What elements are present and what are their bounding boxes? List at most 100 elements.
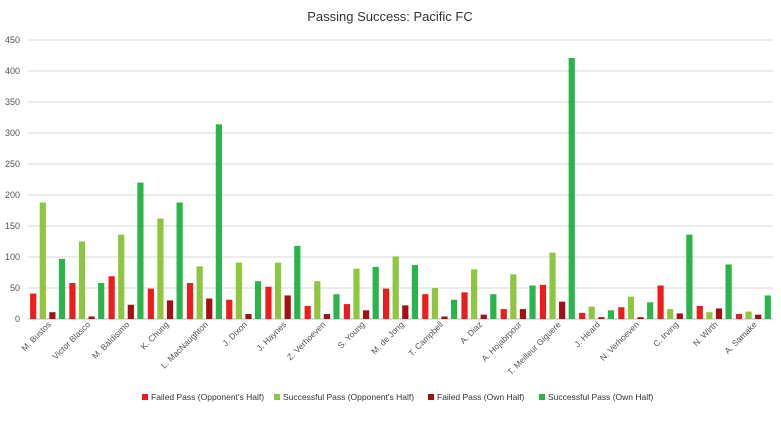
x-tick-label: J. Haynes	[254, 319, 288, 353]
bar-successful-pass-own-half-n-verhoeven	[647, 302, 654, 319]
bar-successful-pass-opponent-s-half-j-dixon	[235, 262, 242, 319]
bar-failed-pass-own-half-t-campbell	[441, 316, 448, 319]
bar-failed-pass-opponent-s-half-k-chung	[147, 288, 154, 319]
bar-failed-pass-own-half-j-haynes	[284, 295, 291, 319]
bar-failed-pass-opponent-s-half-j-haynes	[265, 286, 272, 319]
legend-label: Successful Pass (Opponent's Half)	[283, 392, 414, 402]
bar-successful-pass-opponent-s-half-m-de-jong	[392, 256, 399, 319]
y-tick-label: 100	[5, 252, 20, 262]
bar-failed-pass-opponent-s-half-m-de-jong	[383, 288, 390, 319]
bar-successful-pass-opponent-s-half-k-chung	[157, 218, 164, 319]
bar-failed-pass-own-half-a-hojabrpour	[519, 309, 527, 319]
bar-successful-pass-opponent-s-half-l-macnaughton	[196, 266, 203, 319]
x-tick-label: T. Campbell	[406, 319, 445, 358]
x-tick-label: N. Wirth	[691, 319, 720, 348]
bar-successful-pass-opponent-s-half-t-campbell	[431, 288, 439, 319]
bar-failed-pass-opponent-s-half-j-dixon	[226, 299, 233, 319]
y-tick-label: 300	[5, 128, 20, 138]
bar-failed-pass-own-half-victor-blasco	[88, 316, 95, 319]
y-tick-label: 0	[15, 314, 20, 324]
bar-failed-pass-opponent-s-half-a-samake	[735, 314, 743, 319]
bar-successful-pass-own-half-m-bustos	[58, 258, 66, 319]
bar-successful-pass-own-half-a-samake	[764, 295, 771, 319]
bar-failed-pass-own-half-m-bustos	[49, 312, 56, 319]
legend-swatch	[539, 394, 545, 400]
bar-failed-pass-opponent-s-half-m-baldisimo	[108, 276, 115, 319]
y-tick-label: 400	[5, 66, 20, 76]
bar-successful-pass-opponent-s-half-t-meilleur-giguere	[549, 252, 556, 319]
x-tick-label: K. Chung	[139, 319, 171, 351]
legend-label: Successful Pass (Own Half)	[548, 392, 654, 402]
y-tick-label: 150	[5, 221, 20, 231]
bar-successful-pass-opponent-s-half-a-samake	[745, 311, 752, 319]
bar-successful-pass-own-half-k-chung	[176, 202, 183, 319]
bar-successful-pass-opponent-s-half-j-heard	[588, 306, 595, 319]
bar-successful-pass-own-half-victor-blasco	[98, 283, 105, 319]
bar-failed-pass-own-half-j-heard	[598, 317, 605, 319]
legend-swatch	[142, 394, 148, 400]
bar-failed-pass-opponent-s-half-j-heard	[579, 312, 586, 319]
bar-successful-pass-own-half-m-baldisimo	[137, 182, 144, 319]
bar-successful-pass-opponent-s-half-z-verhoeven	[314, 281, 321, 319]
bar-successful-pass-opponent-s-half-c-irving	[667, 309, 674, 319]
bar-successful-pass-opponent-s-half-j-haynes	[274, 262, 282, 319]
bar-failed-pass-opponent-s-half-a-hojabrpour	[500, 309, 507, 319]
bar-failed-pass-own-half-a-samake	[755, 314, 762, 319]
bar-failed-pass-own-half-k-chung	[166, 300, 174, 319]
bar-successful-pass-own-half-c-irving	[686, 234, 693, 319]
bar-failed-pass-opponent-s-half-s-young	[343, 304, 350, 319]
gridlines	[28, 39, 773, 320]
bar-successful-pass-own-half-a-hojabrpour	[529, 285, 536, 319]
x-tick-label: A. Samake	[722, 319, 759, 356]
bar-failed-pass-opponent-s-half-c-irving	[657, 285, 664, 319]
bar-successful-pass-own-half-j-haynes	[294, 245, 301, 319]
x-tick-label: M. Baldisimo	[90, 319, 132, 361]
bar-failed-pass-own-half-t-meilleur-giguere	[559, 301, 566, 319]
bar-successful-pass-own-half-t-meilleur-giguere	[568, 57, 575, 319]
bar-successful-pass-own-half-l-macnaughton	[215, 124, 222, 319]
bar-successful-pass-opponent-s-half-m-bustos	[39, 202, 46, 319]
bar-successful-pass-opponent-s-half-a-diaz	[471, 269, 478, 319]
bar-failed-pass-own-half-m-baldisimo	[127, 304, 134, 319]
bar-successful-pass-opponent-s-half-n-verhoeven	[627, 296, 635, 319]
bar-failed-pass-own-half-a-diaz	[480, 314, 487, 319]
x-tick-label: S. Young	[336, 319, 367, 350]
bar-successful-pass-own-half-m-de-jong	[411, 265, 418, 319]
bar-failed-pass-own-half-s-young	[362, 310, 370, 319]
bar-successful-pass-opponent-s-half-a-hojabrpour	[510, 274, 517, 319]
x-tick-label: Z. Verhoeven	[285, 319, 328, 362]
bar-failed-pass-own-half-m-de-jong	[402, 305, 409, 319]
x-tick-label: M. de Jong	[369, 319, 406, 356]
bar-successful-pass-own-half-t-campbell	[451, 299, 458, 319]
bar-successful-pass-opponent-s-half-n-wirth	[706, 312, 713, 319]
x-tick-label: C. Irving	[651, 319, 681, 349]
bar-failed-pass-opponent-s-half-t-campbell	[422, 294, 429, 319]
legend-swatch	[428, 394, 434, 400]
x-tick-label: J. Heard	[572, 319, 602, 349]
bar-failed-pass-own-half-j-dixon	[245, 314, 252, 319]
bar-series	[30, 57, 771, 319]
bar-failed-pass-opponent-s-half-z-verhoeven	[304, 305, 311, 319]
y-tick-label: 50	[10, 283, 20, 293]
bar-failed-pass-opponent-s-half-victor-blasco	[69, 283, 76, 319]
x-tick-label: M. Bustos	[19, 319, 53, 353]
legend-swatch	[274, 394, 280, 400]
bar-successful-pass-opponent-s-half-m-baldisimo	[118, 234, 125, 319]
x-tick-label: Victor Blasco	[50, 319, 92, 361]
bar-successful-pass-own-half-j-heard	[607, 310, 615, 319]
bar-successful-pass-own-half-a-diaz	[490, 294, 497, 319]
legend: Failed Pass (Opponent's Half) Successful …	[142, 392, 654, 402]
y-tick-label: 350	[5, 97, 20, 107]
x-tick-label: J. Dixon	[220, 319, 249, 348]
bar-failed-pass-opponent-s-half-a-diaz	[461, 292, 468, 319]
bar-failed-pass-own-half-l-macnaughton	[206, 298, 213, 319]
legend-label: Failed Pass (Opponent's Half)	[151, 392, 264, 402]
bar-successful-pass-opponent-s-half-victor-blasco	[78, 241, 86, 319]
x-tick-label: A. Diaz	[458, 319, 484, 345]
y-tick-label: 250	[5, 159, 20, 169]
bar-failed-pass-own-half-z-verhoeven	[323, 314, 330, 319]
bar-successful-pass-own-half-j-dixon	[254, 281, 262, 319]
